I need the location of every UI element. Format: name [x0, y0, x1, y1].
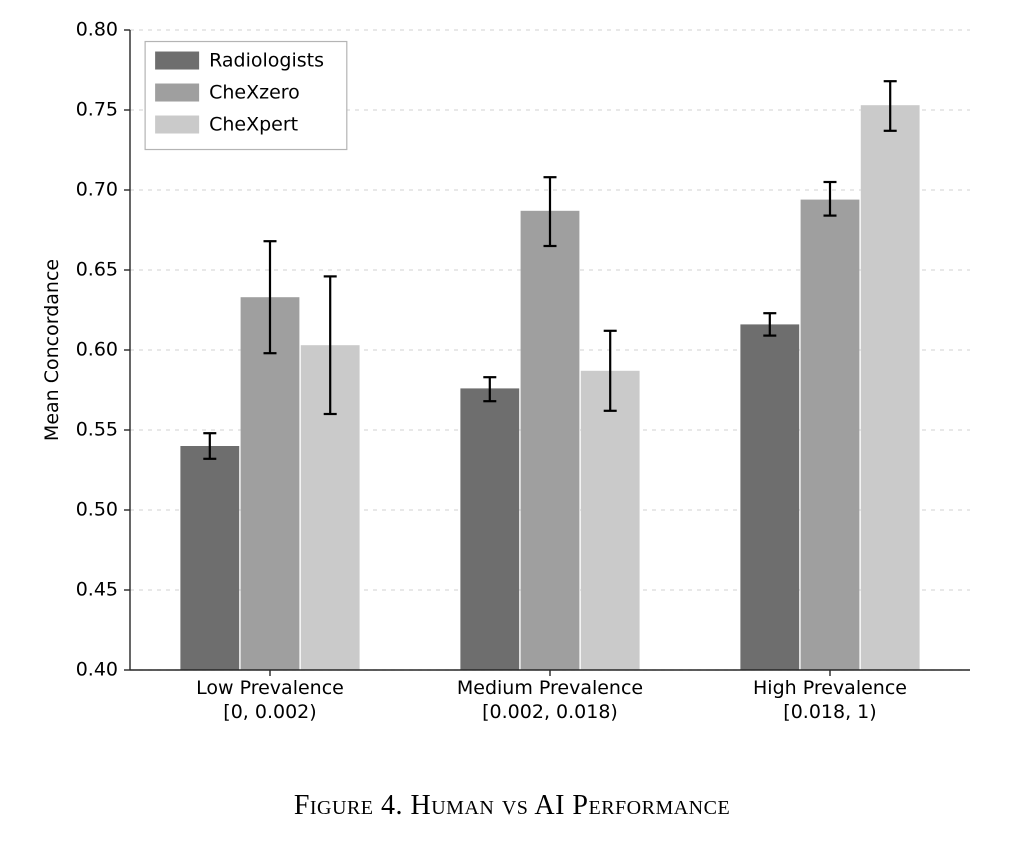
- svg-text:[0.018, 1): [0.018, 1): [783, 701, 876, 723]
- svg-text:0.40: 0.40: [76, 659, 118, 681]
- svg-text:[0.002, 0.018): [0.002, 0.018): [482, 701, 618, 723]
- svg-text:0.55: 0.55: [76, 419, 118, 441]
- figure-container: 0.40 0.45 0.50 0.55 0.60 0.65 0.70 0.75 0.80 Low …: [0, 0, 1024, 841]
- svg-text:[0, 0.002): [0, 0.002): [223, 701, 316, 723]
- svg-text:Radiologists: Radiologists: [209, 49, 324, 71]
- bar-chart: 0.40 0.45 0.50 0.55 0.60 0.65 0.70 0.75 0.80 Low …: [0, 0, 1024, 841]
- svg-text:Low Prevalence: Low Prevalence: [196, 677, 344, 699]
- figure-caption: Figure 4. Human vs AI Performance: [0, 790, 1024, 822]
- svg-text:0.75: 0.75: [76, 99, 118, 121]
- svg-text:0.80: 0.80: [76, 19, 118, 41]
- svg-text:Mean Concordance: Mean Concordance: [41, 259, 63, 441]
- svg-text:0.65: 0.65: [76, 259, 118, 281]
- svg-text:0.50: 0.50: [76, 499, 118, 521]
- svg-text:0.70: 0.70: [76, 179, 118, 201]
- svg-text:Medium Prevalence: Medium Prevalence: [457, 677, 643, 699]
- svg-text:0.60: 0.60: [76, 339, 118, 361]
- svg-text:0.45: 0.45: [76, 579, 118, 601]
- svg-text:CheXpert: CheXpert: [209, 113, 298, 135]
- svg-text:CheXzero: CheXzero: [209, 81, 300, 103]
- svg-text:High Prevalence: High Prevalence: [753, 677, 907, 699]
